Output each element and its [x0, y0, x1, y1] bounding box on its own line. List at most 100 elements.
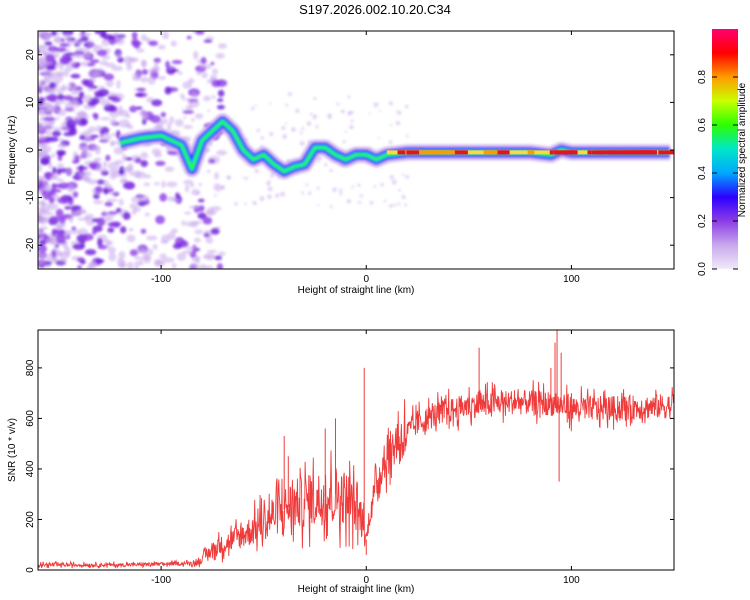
spectrogram-noise-blob	[127, 162, 134, 172]
spectrogram-speckle	[380, 182, 384, 187]
ridge-hot-segment	[619, 150, 635, 155]
spectrogram-y-tick-label: -20	[25, 238, 36, 253]
spectrogram-speckle	[275, 193, 280, 198]
spectrogram-noise-blob	[114, 35, 125, 45]
spectrogram-noise-blob	[77, 265, 82, 269]
spectrogram-speckle	[269, 102, 272, 105]
spectrogram-noise-blob	[124, 123, 132, 127]
spectrogram-noise-blob	[38, 108, 47, 116]
spectrogram-speckle	[287, 92, 292, 97]
spectrogram-noise-blob	[140, 76, 148, 83]
spectrogram-speckle	[388, 101, 393, 106]
spectrogram-y-tick-label: -10	[25, 190, 36, 205]
spectrogram-noise-blob	[183, 124, 193, 129]
spectrogram-speckle	[270, 173, 274, 178]
spectrogram-speckle	[344, 130, 348, 133]
spectrogram-noise-blob	[171, 60, 183, 65]
spectrogram-noise-blob	[56, 149, 66, 156]
spectrogram-noise-blob	[58, 182, 70, 189]
spectrogram-speckle	[397, 202, 401, 206]
ridge-hot-segment	[397, 150, 406, 155]
spectrogram-speckle	[350, 110, 354, 114]
spectrogram-speckle	[379, 110, 382, 113]
spectrogram-noise-blob	[48, 203, 59, 211]
ridge-hot-segment	[587, 150, 592, 155]
spectrogram-speckle	[186, 97, 190, 102]
spectrogram-noise-blob	[117, 257, 124, 267]
spectrogram-noise-blob	[133, 256, 142, 260]
spectrogram-noise-blob	[141, 113, 148, 119]
spectrogram-noise-blob	[194, 113, 204, 120]
spectrogram-noise-blob	[147, 76, 156, 85]
spectrogram-noise-blob	[39, 152, 49, 157]
snr-x-label: Height of straight line (km)	[298, 584, 415, 595]
spectrogram-ridge	[118, 113, 670, 180]
spectrogram-noise-blob	[194, 237, 201, 243]
spectrogram-noise-blob	[217, 89, 225, 97]
spectrogram-speckle	[259, 196, 265, 202]
spectrogram-speckle	[284, 122, 288, 125]
spectrogram-speckle	[404, 203, 408, 207]
spectrogram-noise-blob	[129, 105, 138, 113]
spectrogram-noise-blob	[176, 252, 187, 261]
spectrogram-noise-blob	[91, 145, 101, 151]
spectrogram-noise-blob	[162, 31, 169, 40]
spectrogram-noise-blob	[144, 212, 150, 217]
spectrogram-noise-blob	[118, 169, 125, 175]
ridge-hot-segment	[455, 150, 468, 155]
spectrogram-noise-blob	[53, 127, 63, 132]
spectrogram-noise-blob	[83, 94, 93, 104]
spectrogram-noise-blob	[200, 57, 207, 64]
spectrogram-noise-blob	[145, 235, 158, 241]
spectrogram-speckle	[282, 134, 288, 139]
spectrogram-noise-blob	[63, 95, 73, 101]
spectrogram-speckle	[301, 126, 305, 130]
spectrogram-noise-blob	[132, 77, 142, 81]
spectrogram-noise-blob	[59, 42, 70, 47]
spectrogram-noise-blob	[149, 115, 161, 124]
spectrogram-noise-blob	[163, 257, 175, 263]
spectrogram-speckle	[405, 174, 410, 179]
spectrogram-noise-blob	[69, 229, 81, 235]
spectrogram-noise-blob	[72, 191, 79, 198]
spectrogram-noise-blob	[75, 47, 87, 52]
spectrogram-noise-blob	[69, 127, 77, 136]
spectrogram-noise-blob	[38, 57, 47, 65]
spectrogram-noise-blob	[201, 72, 208, 79]
spectrogram-noise-blob	[143, 255, 151, 264]
spectrogram-noise-blob	[107, 221, 120, 228]
spectrogram-speckle	[350, 119, 354, 123]
spectrogram-noise-blob	[135, 171, 146, 179]
spectrogram-speckle	[242, 176, 245, 179]
ridge-hot-segment	[408, 150, 420, 155]
spectrogram-noise-blob	[118, 109, 129, 117]
spectrogram-noise-blob	[105, 78, 114, 88]
spectrogram-speckle	[349, 124, 354, 130]
spectrogram-noise-blob	[82, 233, 94, 241]
spectrogram-speckle	[269, 132, 274, 137]
spectrogram-noise-blob	[65, 48, 71, 53]
spectrogram-noise-blob	[134, 260, 140, 269]
spectrogram-noise-blob	[216, 263, 223, 269]
spectrogram-speckle	[373, 185, 377, 188]
spectrogram-noise-blob	[38, 252, 46, 259]
spectrogram-speckle	[390, 123, 393, 127]
spectrogram-noise-blob	[55, 208, 64, 217]
spectrogram-noise-blob	[70, 73, 81, 79]
spectrogram-noise-blob	[197, 198, 205, 203]
spectrogram-noise-blob	[171, 197, 181, 203]
spectrogram-noise-blob	[105, 239, 111, 249]
spectrogram-speckle	[329, 205, 333, 209]
spectrogram-noise-blob	[58, 258, 68, 263]
spectrogram-speckle	[313, 96, 317, 100]
spectrogram-noise-blob	[80, 259, 86, 265]
spectrogram-noise-blob	[52, 166, 57, 175]
spectrogram-noise-blob	[42, 124, 55, 131]
spectrogram-noise-blob	[92, 72, 101, 77]
spectrogram-speckle	[291, 127, 296, 132]
spectrogram-noise-blob	[165, 60, 170, 69]
spectrogram-speckle	[332, 187, 337, 193]
spectrogram-speckle	[181, 107, 184, 111]
spectrogram-speckle	[316, 186, 320, 190]
spectrogram-noise-blob	[186, 35, 192, 40]
